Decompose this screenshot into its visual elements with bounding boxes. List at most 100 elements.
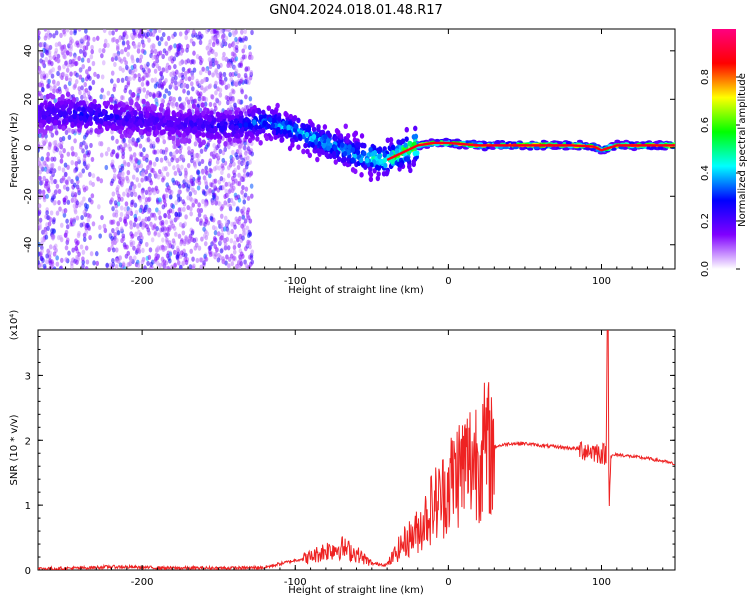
- spectrogram-cell: [233, 240, 237, 246]
- spectrogram-cell: [223, 200, 228, 206]
- spectrogram-cell: [56, 53, 61, 59]
- spectrogram-cell: [175, 129, 181, 136]
- spectrogram-cell: [266, 123, 271, 130]
- spectrogram-cell: [200, 123, 206, 130]
- spectrogram-cell: [71, 128, 75, 135]
- spectrogram-cell: [52, 156, 57, 162]
- spectrogram-cell: [49, 163, 54, 169]
- spectrogram-cell: [132, 183, 137, 190]
- spectrogram-cell: [232, 255, 236, 261]
- spectrogram-cell: [93, 71, 97, 77]
- spectrogram-cell: [413, 125, 418, 132]
- spectrogram-cell: [129, 224, 134, 230]
- spectrogram-cell: [65, 91, 71, 98]
- spectrogram-cell: [148, 172, 152, 178]
- spectrogram-cell: [187, 150, 191, 156]
- spectrogram-cell: [190, 237, 195, 243]
- spectrogram-cell: [244, 36, 248, 42]
- spectrogram-cell: [77, 55, 81, 62]
- spectrogram-cell: [363, 164, 368, 170]
- spectrogram-cell: [565, 141, 572, 145]
- spectrogram-cell: [168, 194, 173, 200]
- spectrogram-cell: [72, 203, 77, 209]
- spectrogram-cell: [145, 157, 149, 163]
- spectrogram-cell: [210, 94, 215, 100]
- spectrogram-cell: [229, 238, 234, 244]
- spectrogram-cell: [155, 35, 160, 41]
- spectrogram-cell: [250, 259, 255, 265]
- spectrogram-cell: [128, 130, 134, 136]
- spectrogram-cell: [57, 199, 61, 206]
- spectrogram-cell: [214, 200, 218, 206]
- spectrogram-cell: [116, 119, 121, 126]
- spectrogram-cell: [240, 143, 244, 149]
- spectrogram-cell: [227, 43, 232, 49]
- spectrogram-cell: [75, 259, 79, 265]
- spectrogram-cell: [78, 74, 83, 80]
- spectrogram-cell: [109, 104, 114, 110]
- spectrogram-y-axis-label: Frequency (Hz): [9, 112, 20, 188]
- y-tick-label: 2: [25, 436, 31, 447]
- spectrogram-cell: [74, 79, 79, 85]
- spectrogram-cell: [218, 148, 223, 154]
- spectrogram-cell: [181, 199, 186, 205]
- spectrogram-cell: [68, 40, 73, 46]
- spectrogram-cell: [162, 93, 167, 99]
- spectrogram-cell: [114, 209, 119, 215]
- colorbar-gradient: [712, 29, 736, 269]
- spectrogram-cell: [59, 265, 64, 269]
- spectrogram-cell: [350, 167, 356, 173]
- spectrogram-cell: [68, 127, 72, 133]
- spectrogram-cell: [44, 178, 49, 184]
- spectrogram-cell: [390, 144, 396, 151]
- spectrogram-cell: [128, 187, 132, 193]
- spectrogram-cell: [154, 117, 159, 123]
- spectrogram-cell: [191, 86, 195, 92]
- spectrogram-cell: [132, 42, 137, 49]
- spectrogram-cell: [368, 146, 373, 153]
- colorbar-label: Normalized spectral amplitude: [737, 73, 748, 227]
- spectrogram-cell: [48, 44, 53, 51]
- spectrogram-cell: [152, 190, 157, 196]
- spectrogram-cell: [296, 117, 301, 124]
- spectrogram-cell: [650, 146, 657, 150]
- spectrogram-cell: [245, 209, 250, 216]
- spectrogram-cell: [158, 112, 163, 118]
- spectrogram-cell: [82, 161, 87, 167]
- spectrogram-cell: [200, 158, 205, 165]
- spectrogram-cell: [249, 183, 254, 189]
- spectrogram-cell: [61, 71, 66, 77]
- spectrogram-cell: [352, 132, 357, 138]
- spectrogram-cell: [240, 223, 244, 229]
- spectrogram-cell: [218, 92, 223, 98]
- spectrogram-cell: [121, 35, 125, 41]
- spectrogram-cell: [241, 214, 246, 220]
- spectrogram-cell: [134, 231, 138, 237]
- page-title: GN04.2024.018.01.48.R17: [269, 3, 443, 18]
- spectrogram-cell: [244, 94, 248, 100]
- spectrogram-cell: [212, 183, 217, 189]
- spectrogram-cell: [236, 164, 241, 170]
- spectrogram-cell: [340, 142, 345, 148]
- spectrogram-cell: [112, 173, 117, 179]
- spectrogram-cell: [234, 80, 239, 86]
- spectrogram-cell: [140, 259, 145, 265]
- spectrogram-cell: [207, 188, 211, 194]
- spectrogram-cell: [91, 79, 96, 85]
- spectrogram-cell: [169, 71, 173, 77]
- spectrogram-cell: [240, 29, 244, 35]
- spectrogram-cell: [248, 96, 253, 102]
- spectrogram-cell: [82, 92, 87, 99]
- spectrogram-cell: [232, 137, 237, 143]
- spectrogram-cell: [118, 65, 123, 72]
- spectrogram-cell: [46, 248, 50, 254]
- spectrogram-cell: [150, 212, 154, 218]
- spectrogram-cell: [119, 133, 125, 140]
- snr-y-axis-label: SNR (10 * v/v): [9, 414, 20, 485]
- spectrogram-cell: [48, 217, 53, 223]
- spectrogram-cell: [123, 46, 128, 53]
- spectrogram-cell: [214, 60, 218, 66]
- spectrogram-cell: [57, 142, 62, 148]
- spectrogram-cell: [65, 186, 70, 192]
- spectrogram-cell: [81, 249, 86, 255]
